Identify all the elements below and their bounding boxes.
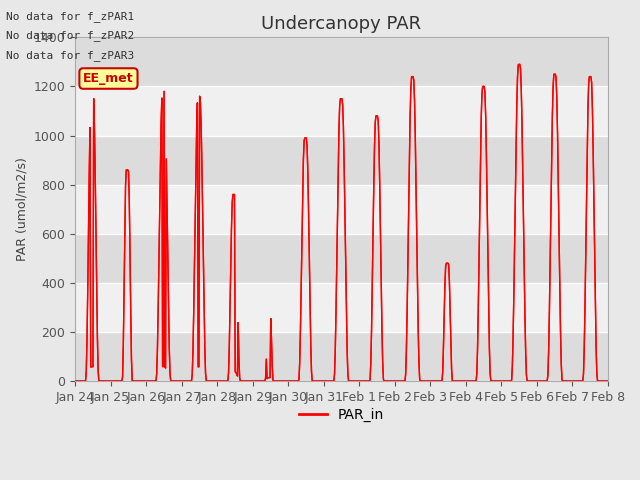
Bar bbox=[75, 86, 608, 135]
Bar bbox=[75, 332, 608, 381]
Text: No data for f_zPAR1: No data for f_zPAR1 bbox=[6, 11, 134, 22]
Text: EE_met: EE_met bbox=[83, 72, 134, 85]
Title: Undercanopy PAR: Undercanopy PAR bbox=[262, 15, 422, 33]
Bar bbox=[75, 234, 608, 283]
Text: No data for f_zPAR3: No data for f_zPAR3 bbox=[6, 49, 134, 60]
Bar bbox=[75, 135, 608, 185]
Bar bbox=[75, 283, 608, 332]
Bar bbox=[75, 37, 608, 86]
Legend: PAR_in: PAR_in bbox=[293, 402, 390, 427]
Bar bbox=[75, 185, 608, 234]
Y-axis label: PAR (umol/m2/s): PAR (umol/m2/s) bbox=[15, 157, 28, 261]
Text: No data for f_zPAR2: No data for f_zPAR2 bbox=[6, 30, 134, 41]
